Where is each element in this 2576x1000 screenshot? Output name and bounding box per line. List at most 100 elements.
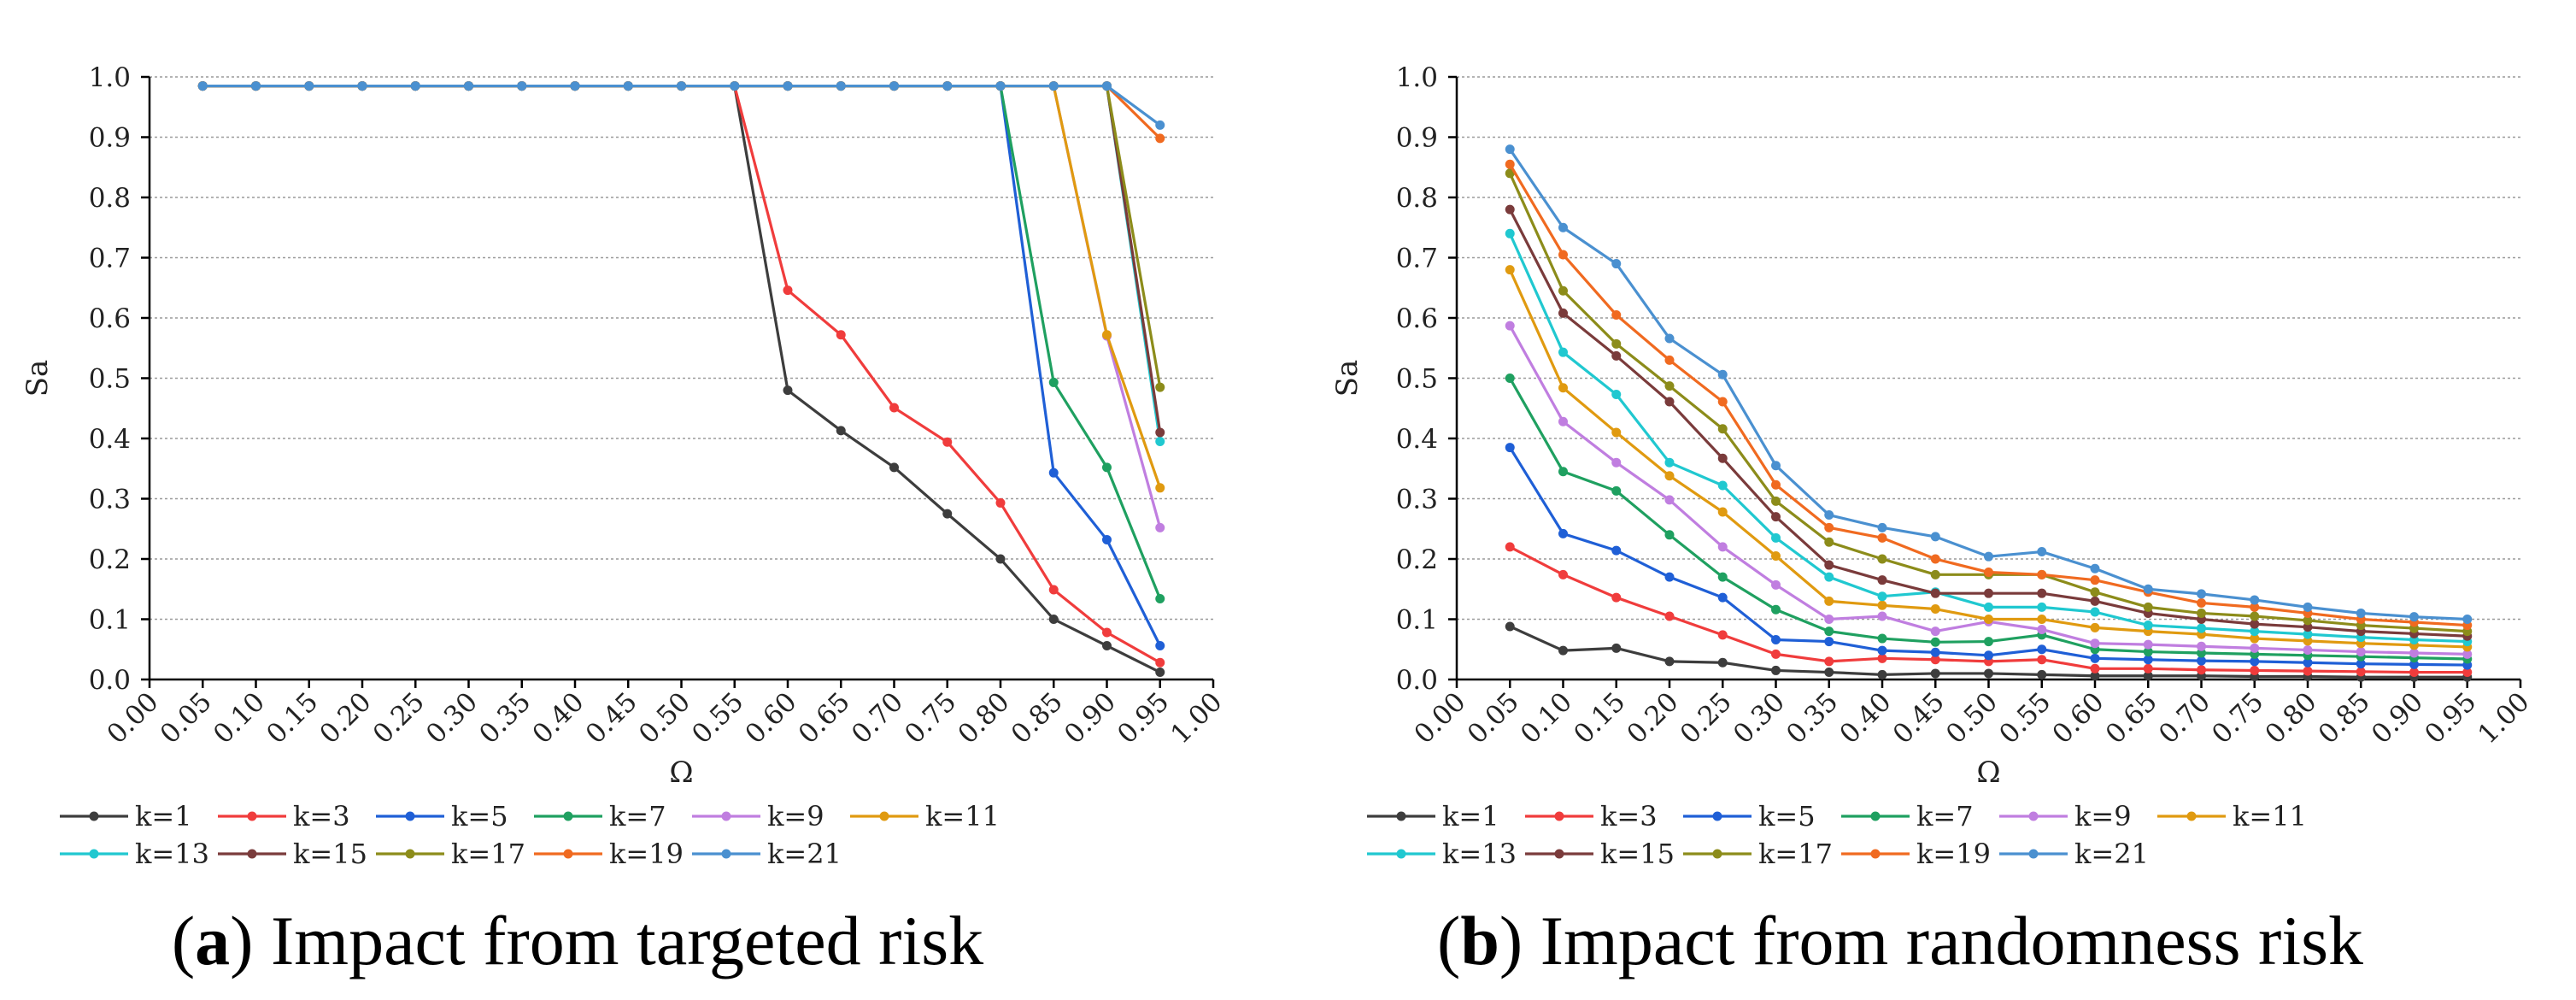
data-point-k17 (1664, 381, 1675, 391)
chart-panel-b: 0.0 0.1 0.2 0.3 0.4 0.5 0.6 0.7 0.8 0.9 1.0 0.000.0… (1330, 62, 2536, 979)
data-point-k11 (1984, 615, 1993, 624)
x-tick-label: 0.60 (2046, 686, 2110, 750)
legend-label: k=7 (1916, 800, 1974, 832)
data-point-k3 (2462, 668, 2473, 678)
data-point-k15 (1611, 350, 1622, 361)
series-line-k9 (202, 84, 1162, 528)
data-point-k15 (1717, 453, 1728, 463)
data-point-k9 (2250, 643, 2260, 653)
y-tick-label: 0.7 (89, 244, 131, 274)
x-tick-label: 0.15 (261, 686, 324, 750)
data-point-k11 (1102, 330, 1112, 340)
x-tick-label: 0.95 (2419, 686, 2482, 750)
legend-swatch-marker (2186, 811, 2197, 821)
data-point-k19 (1984, 568, 1993, 578)
data-point-k13 (1771, 532, 1781, 543)
data-point-k19 (1771, 479, 1781, 490)
data-point-k21 (623, 81, 633, 91)
data-point-k17 (1930, 569, 1940, 579)
data-point-k17 (1824, 537, 1834, 547)
data-point-k1 (1717, 657, 1728, 668)
caption-open-paren: ( (172, 902, 195, 979)
data-point-k21 (2250, 595, 2260, 605)
data-point-k21 (304, 81, 314, 91)
data-point-k7 (1984, 637, 1993, 647)
data-point-k9 (1558, 416, 1568, 426)
data-point-k5 (1877, 645, 1887, 656)
data-point-k21 (357, 81, 367, 91)
data-point-k9 (1505, 321, 1515, 331)
series-line-k21 (202, 84, 1161, 126)
data-point-k9 (2356, 647, 2366, 657)
legend-swatch-marker (1870, 849, 1881, 859)
data-point-k21 (995, 81, 1006, 91)
chart-panel-a: 0.0 0.1 0.2 0.3 0.4 0.5 0.6 0.7 0.8 0.9 1.0 0.000.0… (21, 62, 1229, 979)
legend-swatch-marker (89, 849, 99, 859)
data-point-k21 (517, 81, 527, 91)
data-point-k19 (1877, 532, 1887, 543)
data-point-k3 (942, 437, 953, 447)
legend-label: k=7 (609, 800, 666, 832)
x-tick-label: 0.55 (1993, 686, 2057, 750)
legend-label: k=3 (293, 800, 350, 832)
data-point-k21 (1877, 522, 1887, 532)
legend-label: k=1 (135, 800, 192, 832)
series-line-k19 (202, 84, 1161, 140)
x-tick-label: 0.75 (899, 686, 962, 750)
data-point-k5 (1102, 534, 1112, 544)
data-point-k3 (1824, 656, 1834, 667)
data-point-k13 (1717, 480, 1728, 491)
data-point-k9 (1155, 522, 1165, 532)
data-point-k19 (2250, 602, 2260, 612)
data-point-k9 (1824, 615, 1834, 624)
data-point-k9 (1930, 626, 1940, 637)
data-point-k17 (1155, 382, 1165, 392)
data-point-k21 (730, 81, 740, 91)
data-point-k5 (2143, 655, 2153, 665)
data-point-k21 (251, 81, 261, 91)
data-point-k21 (1984, 551, 1993, 562)
data-point-k3 (1048, 585, 1059, 595)
data-point-k15 (1155, 427, 1165, 438)
y-tick-label: 0.9 (1396, 123, 1438, 154)
data-point-k1 (1824, 668, 1834, 678)
legend-swatch-marker (1870, 811, 1881, 821)
y-tick-label: 0.2 (1396, 544, 1438, 575)
data-point-k1 (1102, 641, 1112, 651)
legend-label: k=11 (925, 800, 1000, 832)
x-tick-label: 0.15 (1568, 686, 1631, 750)
legend-swatch-marker (721, 849, 731, 859)
data-point-k7 (2143, 647, 2153, 657)
x-tick-label: 0.20 (1621, 686, 1684, 750)
data-point-k21 (464, 81, 473, 91)
legend-swatch-marker (89, 811, 99, 821)
data-point-k21 (1664, 333, 1675, 344)
data-point-k3 (1930, 655, 1940, 665)
data-point-k9 (2303, 644, 2313, 655)
data-point-k1 (2037, 669, 2047, 679)
legend-label: k=5 (1758, 800, 1816, 832)
x-tick-label: 0.20 (314, 686, 377, 750)
legend-label: k=19 (1916, 838, 1991, 870)
x-tick-label: 0.00 (101, 686, 164, 750)
legend-swatch-marker (563, 811, 573, 821)
data-point-k5 (1984, 650, 1993, 661)
legend-label: k=5 (451, 800, 508, 832)
x-tick-label: 0.35 (1781, 686, 1844, 750)
y-tick-label: 1.0 (89, 62, 131, 93)
legend-swatch-marker (247, 849, 257, 859)
legend-label: k=1 (1442, 800, 1499, 832)
legend-swatch-marker (1712, 811, 1722, 821)
data-point-k9 (1717, 542, 1728, 552)
legend-swatch-marker (405, 849, 415, 859)
data-point-k21 (783, 81, 793, 91)
y-tick-label: 1.0 (1396, 62, 1438, 93)
y-tick-label: 0.5 (1396, 364, 1438, 395)
data-point-k21 (1102, 81, 1112, 91)
legend-label: k=21 (2074, 838, 2149, 870)
data-point-k15 (1558, 308, 1568, 318)
x-tick-label: 0.05 (155, 686, 218, 750)
data-point-k19 (1505, 159, 1515, 169)
legend-swatch-marker (1396, 849, 1406, 859)
